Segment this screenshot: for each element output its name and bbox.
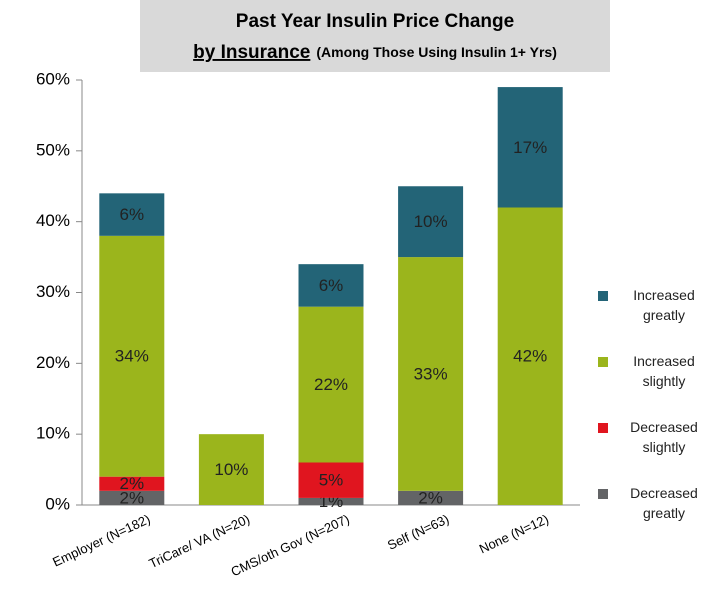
legend-item: Increased greatly <box>598 285 716 351</box>
data-label: 33% <box>414 364 448 383</box>
subtitle-main: by Insurance <box>193 42 310 63</box>
legend-swatch <box>598 357 608 367</box>
legend: Increased greatly Increased slightly Decre… <box>598 285 716 549</box>
bar-segment <box>99 476 165 491</box>
data-label: 17% <box>513 138 547 157</box>
bar-segment <box>497 207 563 505</box>
bar-segment <box>398 257 464 491</box>
chart-title: Past Year Insulin Price Change <box>236 11 514 32</box>
bar-segment <box>198 434 264 505</box>
legend-label: Decreased greatly <box>630 485 698 521</box>
data-label: 34% <box>115 347 149 366</box>
data-label: 10% <box>414 212 448 231</box>
data-label: 22% <box>314 375 348 394</box>
legend-item: Increased slightly <box>598 351 716 417</box>
subtitle-note: (Among Those Using Insulin 1+ Yrs) <box>316 44 557 60</box>
bar-segment <box>99 193 165 236</box>
bar-segment <box>497 87 563 208</box>
y-tick-label: 30% <box>36 282 70 301</box>
bar-segment <box>298 497 364 505</box>
legend-label: Increased greatly <box>633 287 695 323</box>
x-tick-label: Self (N=63) <box>385 511 451 553</box>
y-tick-label: 10% <box>36 424 70 443</box>
data-label: 5% <box>319 471 344 490</box>
legend-item: Decreased greatly <box>598 483 716 549</box>
title-box <box>140 0 610 72</box>
legend-swatch <box>598 423 608 433</box>
data-label: 6% <box>120 205 145 224</box>
bar-segment <box>298 264 364 307</box>
legend-item: Decreased slightly <box>598 417 716 483</box>
x-tick-label: Employer (N=182) <box>50 511 152 569</box>
y-tick-label: 60% <box>36 69 70 88</box>
legend-swatch <box>598 291 608 301</box>
bar-segment <box>298 462 364 498</box>
x-tick-label: None (N=12) <box>477 511 551 556</box>
legend-label: Increased slightly <box>633 353 695 389</box>
data-label: 2% <box>120 488 145 507</box>
y-tick-label: 40% <box>36 211 70 230</box>
legend-swatch <box>598 489 608 499</box>
y-tick-label: 0% <box>45 494 70 513</box>
y-tick-label: 50% <box>36 140 70 159</box>
bar-segment <box>298 306 364 463</box>
legend-label: Decreased slightly <box>630 419 698 455</box>
data-label: 6% <box>319 276 344 295</box>
data-label: 42% <box>513 347 547 366</box>
data-label: 2% <box>418 488 443 507</box>
bar-segment <box>99 490 165 505</box>
data-label: 10% <box>214 460 248 479</box>
bar-segment <box>398 490 464 505</box>
bar-segment <box>398 186 464 258</box>
y-tick-label: 20% <box>36 353 70 372</box>
data-label: 2% <box>120 474 145 493</box>
chart-subtitle: by Insurance (Among Those Using Insulin 1… <box>193 42 557 63</box>
bar-segment <box>99 235 165 477</box>
